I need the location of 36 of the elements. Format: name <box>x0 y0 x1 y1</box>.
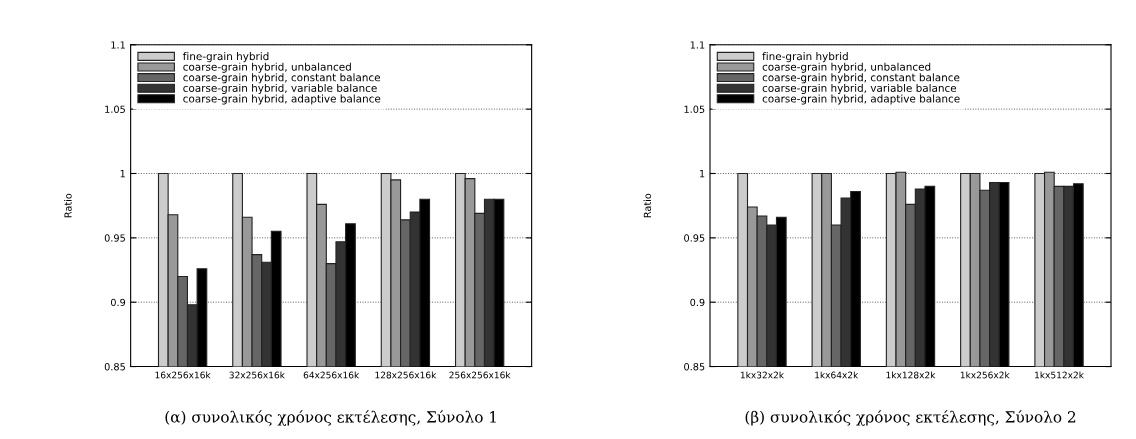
legend-label: coarse-grain hybrid, adaptive balance <box>183 94 381 105</box>
y-tick-label: 1 <box>700 170 705 178</box>
y-tick-label: 1.05 <box>684 105 705 113</box>
legend-label: coarse-grain hybrid, constant balance <box>762 73 960 84</box>
x-tick-label: 1kx256x2k <box>960 371 1010 379</box>
x-tick-label: 1kx512x2k <box>1035 371 1084 379</box>
y-tick-label: 0.9 <box>690 298 705 307</box>
y-axis-title: Ratio <box>64 193 72 218</box>
text: (α) συνολικός χρόνος εκτέλεσης, Σύνολο 1 <box>165 410 496 426</box>
y-axis-title: Ratio <box>643 193 652 218</box>
legend-label: fine-grain hybrid <box>762 52 848 63</box>
legend-label: fine-grain hybrid <box>182 52 269 63</box>
y-tick-label: 0.85 <box>104 363 125 371</box>
legend-label: coarse-grain hybrid, variable balance <box>183 83 377 94</box>
x-tick-label: 1kx128x2k <box>886 371 936 379</box>
y-tick-label: 0.85 <box>684 363 705 371</box>
legend-label: coarse-grain hybrid, constant balance <box>183 73 381 84</box>
y-tick-label: 1.1 <box>111 41 125 49</box>
y-tick-label: 1.1 <box>690 41 705 49</box>
x-tick-label: 64x256x16k <box>303 371 360 379</box>
y-tick-label: 0.95 <box>104 234 125 242</box>
text: (β) συνολικός χρόνος εκτέλεσης, Σύνολο 2 <box>745 410 1076 426</box>
y-tick-label: 1.05 <box>105 105 125 113</box>
x-tick-label: 128x256x16k <box>375 371 437 379</box>
x-tick-label: 1kx32x2k <box>740 371 785 379</box>
x-tick-label: 256x256x16k <box>449 371 511 379</box>
legend-label: coarse-grain hybrid, variable balance <box>762 83 957 94</box>
legend-label: coarse-grain hybrid, unbalanced <box>762 62 931 73</box>
legend-label: coarse-grain hybrid, unbalanced <box>183 62 351 73</box>
x-tick-label: 32x256x16k <box>229 371 285 379</box>
y-tick-label: 0.95 <box>684 234 705 242</box>
legend-label: coarse-grain hybrid, adaptive balance <box>762 94 960 105</box>
x-tick-label: 1kx64x2k <box>815 371 859 379</box>
y-tick-label: 0.9 <box>110 298 126 307</box>
y-tick-label: 1 <box>120 170 125 178</box>
x-tick-label: 16x256x16k <box>155 371 211 379</box>
